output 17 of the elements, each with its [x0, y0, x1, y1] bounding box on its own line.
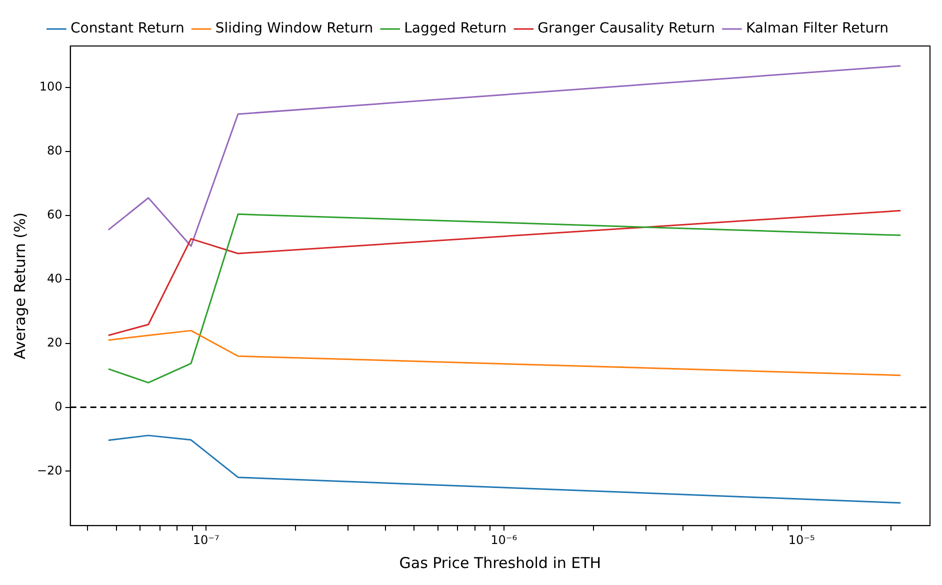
x-tick-label: 10⁻⁵ — [788, 532, 815, 547]
y-tick-label: 40 — [47, 272, 62, 286]
y-tick-label: 100 — [39, 80, 62, 94]
y-tick-label: 20 — [47, 335, 62, 350]
y-tick-label: 0 — [54, 399, 62, 414]
x-tick-label: 10⁻⁶ — [490, 532, 518, 547]
y-tick-label: 60 — [47, 208, 62, 222]
legend-label: Lagged Return — [404, 20, 507, 37]
legend-label: Sliding Window Return — [215, 20, 374, 37]
y-axis-title: Average Return (%) — [10, 212, 29, 360]
legend-label: Granger Causality Return — [538, 20, 715, 37]
y-tick-label: 80 — [47, 144, 62, 158]
legend-label: Kalman Filter Return — [746, 20, 889, 37]
x-tick-label: 10⁻⁷ — [192, 532, 220, 547]
legend-label: Constant Return — [70, 20, 184, 37]
x-axis-title: Gas Price Threshold in ETH — [399, 554, 602, 572]
y-tick-label: −20 — [36, 463, 62, 478]
